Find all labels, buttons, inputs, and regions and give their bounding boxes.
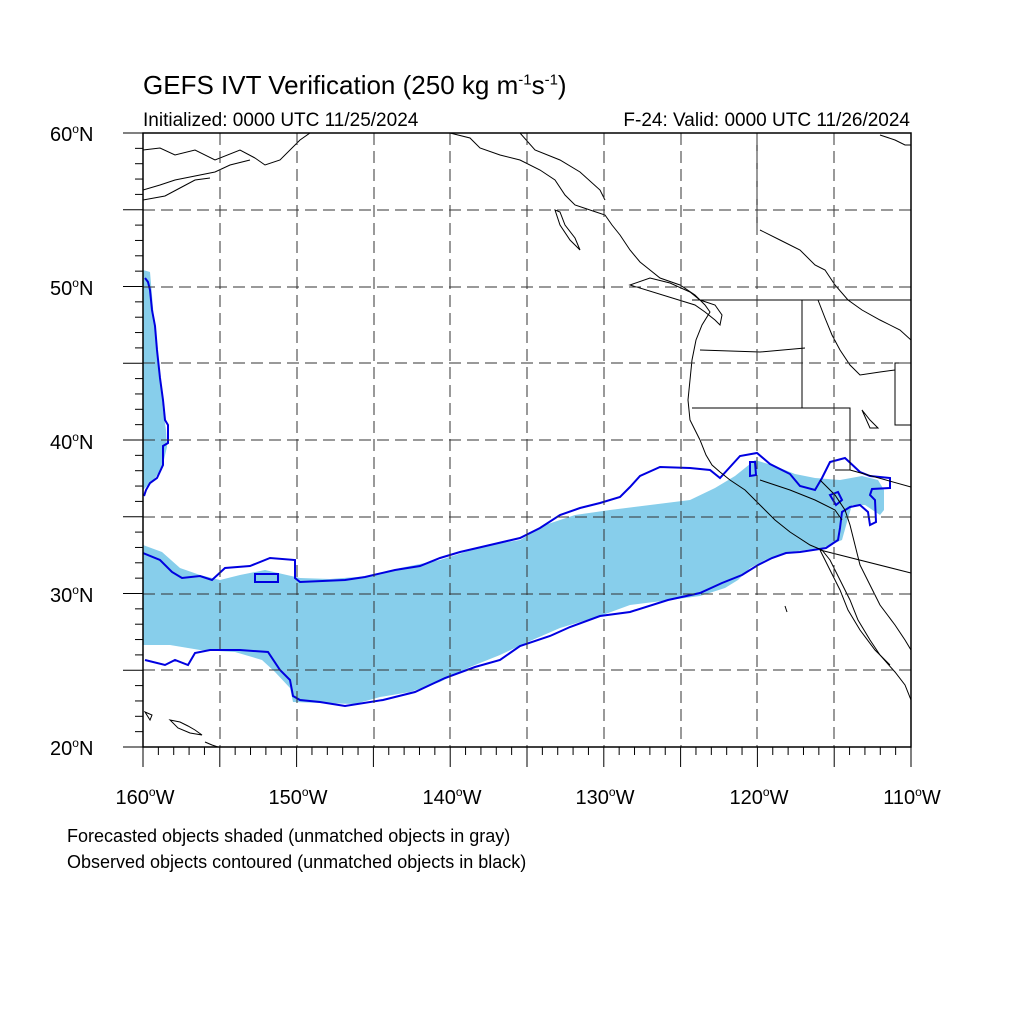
lon-label-130: 130oW xyxy=(575,785,635,809)
lon-label-160: 160oW xyxy=(115,785,175,809)
observed-object-hole xyxy=(254,573,279,583)
lat-label-50: 50oN xyxy=(50,276,94,300)
lon-label-120: 120oW xyxy=(729,785,789,809)
legend-note-forecast: Forecasted objects shaded (unmatched obj… xyxy=(67,826,511,846)
lat-label-40: 40oN xyxy=(50,430,94,454)
map-title: GEFS IVT Verification (250 kg m-1s-1) xyxy=(143,70,567,100)
political-borders xyxy=(692,133,911,574)
graticule xyxy=(143,133,911,747)
lon-label-110: 110oW xyxy=(883,785,941,809)
axis-ticks xyxy=(123,132,912,767)
observed-object-west xyxy=(143,277,169,497)
lat-label-20: 20oN xyxy=(50,736,94,760)
lat-label-60: 60oN xyxy=(50,122,94,146)
valid-time-label: F-24: Valid: 0000 UTC 11/26/2024 xyxy=(623,110,910,131)
lat-label-30: 30oN xyxy=(50,583,94,607)
forecast-object-main xyxy=(143,460,884,704)
forecast-object-west xyxy=(143,270,167,490)
lon-label-150: 150oW xyxy=(268,785,328,809)
init-time-label: Initialized: 0000 UTC 11/25/2024 xyxy=(143,110,419,131)
observed-object-main xyxy=(143,451,891,708)
lon-label-140: 140oW xyxy=(422,785,482,809)
coastlines xyxy=(143,133,911,747)
legend-note-observed: Observed objects contoured (unmatched ob… xyxy=(67,852,527,872)
